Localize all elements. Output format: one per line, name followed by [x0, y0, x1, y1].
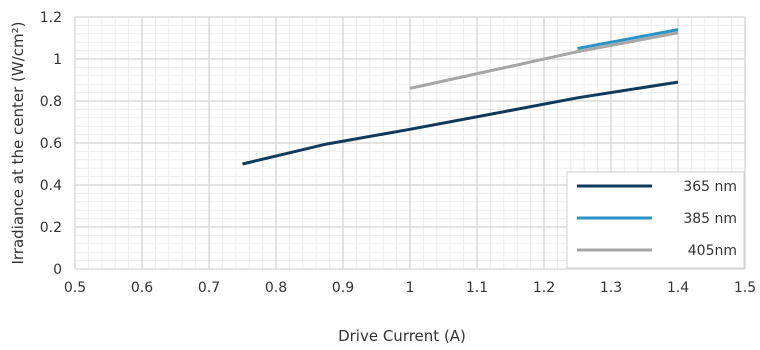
series-line	[577, 28, 679, 50]
y-axis-label: Irradiance at the center (W/cm²)	[9, 21, 27, 264]
x-tick-label: 0.8	[265, 280, 287, 296]
y-tick-label: 1.2	[40, 10, 62, 26]
y-tick-label: 0.6	[40, 136, 62, 152]
legend-box	[566, 171, 745, 269]
x-axis-label: Drive Current (A)	[338, 327, 466, 345]
y-tick-label: 0.8	[40, 94, 62, 110]
series-lines	[242, 28, 679, 166]
major-gridlines	[74, 16, 746, 270]
x-tick-label: 1.3	[600, 280, 622, 296]
legend-label: 365 nm	[683, 179, 737, 195]
x-tick-label: 0.9	[332, 280, 354, 296]
x-tick-label: 1.5	[734, 280, 756, 296]
y-tick-label: 0.2	[40, 220, 62, 236]
x-tick-label: 1.1	[466, 280, 488, 296]
y-axis-tick-labels: 0 0.2 0.4 0.6 0.8 1 1.2	[40, 10, 62, 278]
x-axis-tick-labels: 0.5 0.6 0.7 0.8 0.9 1 1.1 1.2 1.3 1.4 1.5	[64, 280, 756, 296]
series-line	[409, 31, 679, 90]
x-tick-label: 0.5	[64, 280, 86, 296]
x-tick-label: 1	[406, 280, 415, 296]
y-tick-label: 0.4	[40, 178, 62, 194]
y-tick-label: 0	[53, 262, 62, 278]
y-tick-label: 1	[53, 52, 62, 68]
legend-label: 405nm	[688, 243, 737, 259]
legend: 365 nm 385 nm 405nm	[566, 171, 745, 269]
x-tick-label: 0.6	[131, 280, 153, 296]
series-line	[242, 80, 679, 166]
legend-label: 385 nm	[683, 211, 737, 227]
x-tick-label: 1.4	[667, 280, 689, 296]
x-tick-label: 1.2	[533, 280, 555, 296]
x-tick-label: 0.7	[198, 280, 220, 296]
